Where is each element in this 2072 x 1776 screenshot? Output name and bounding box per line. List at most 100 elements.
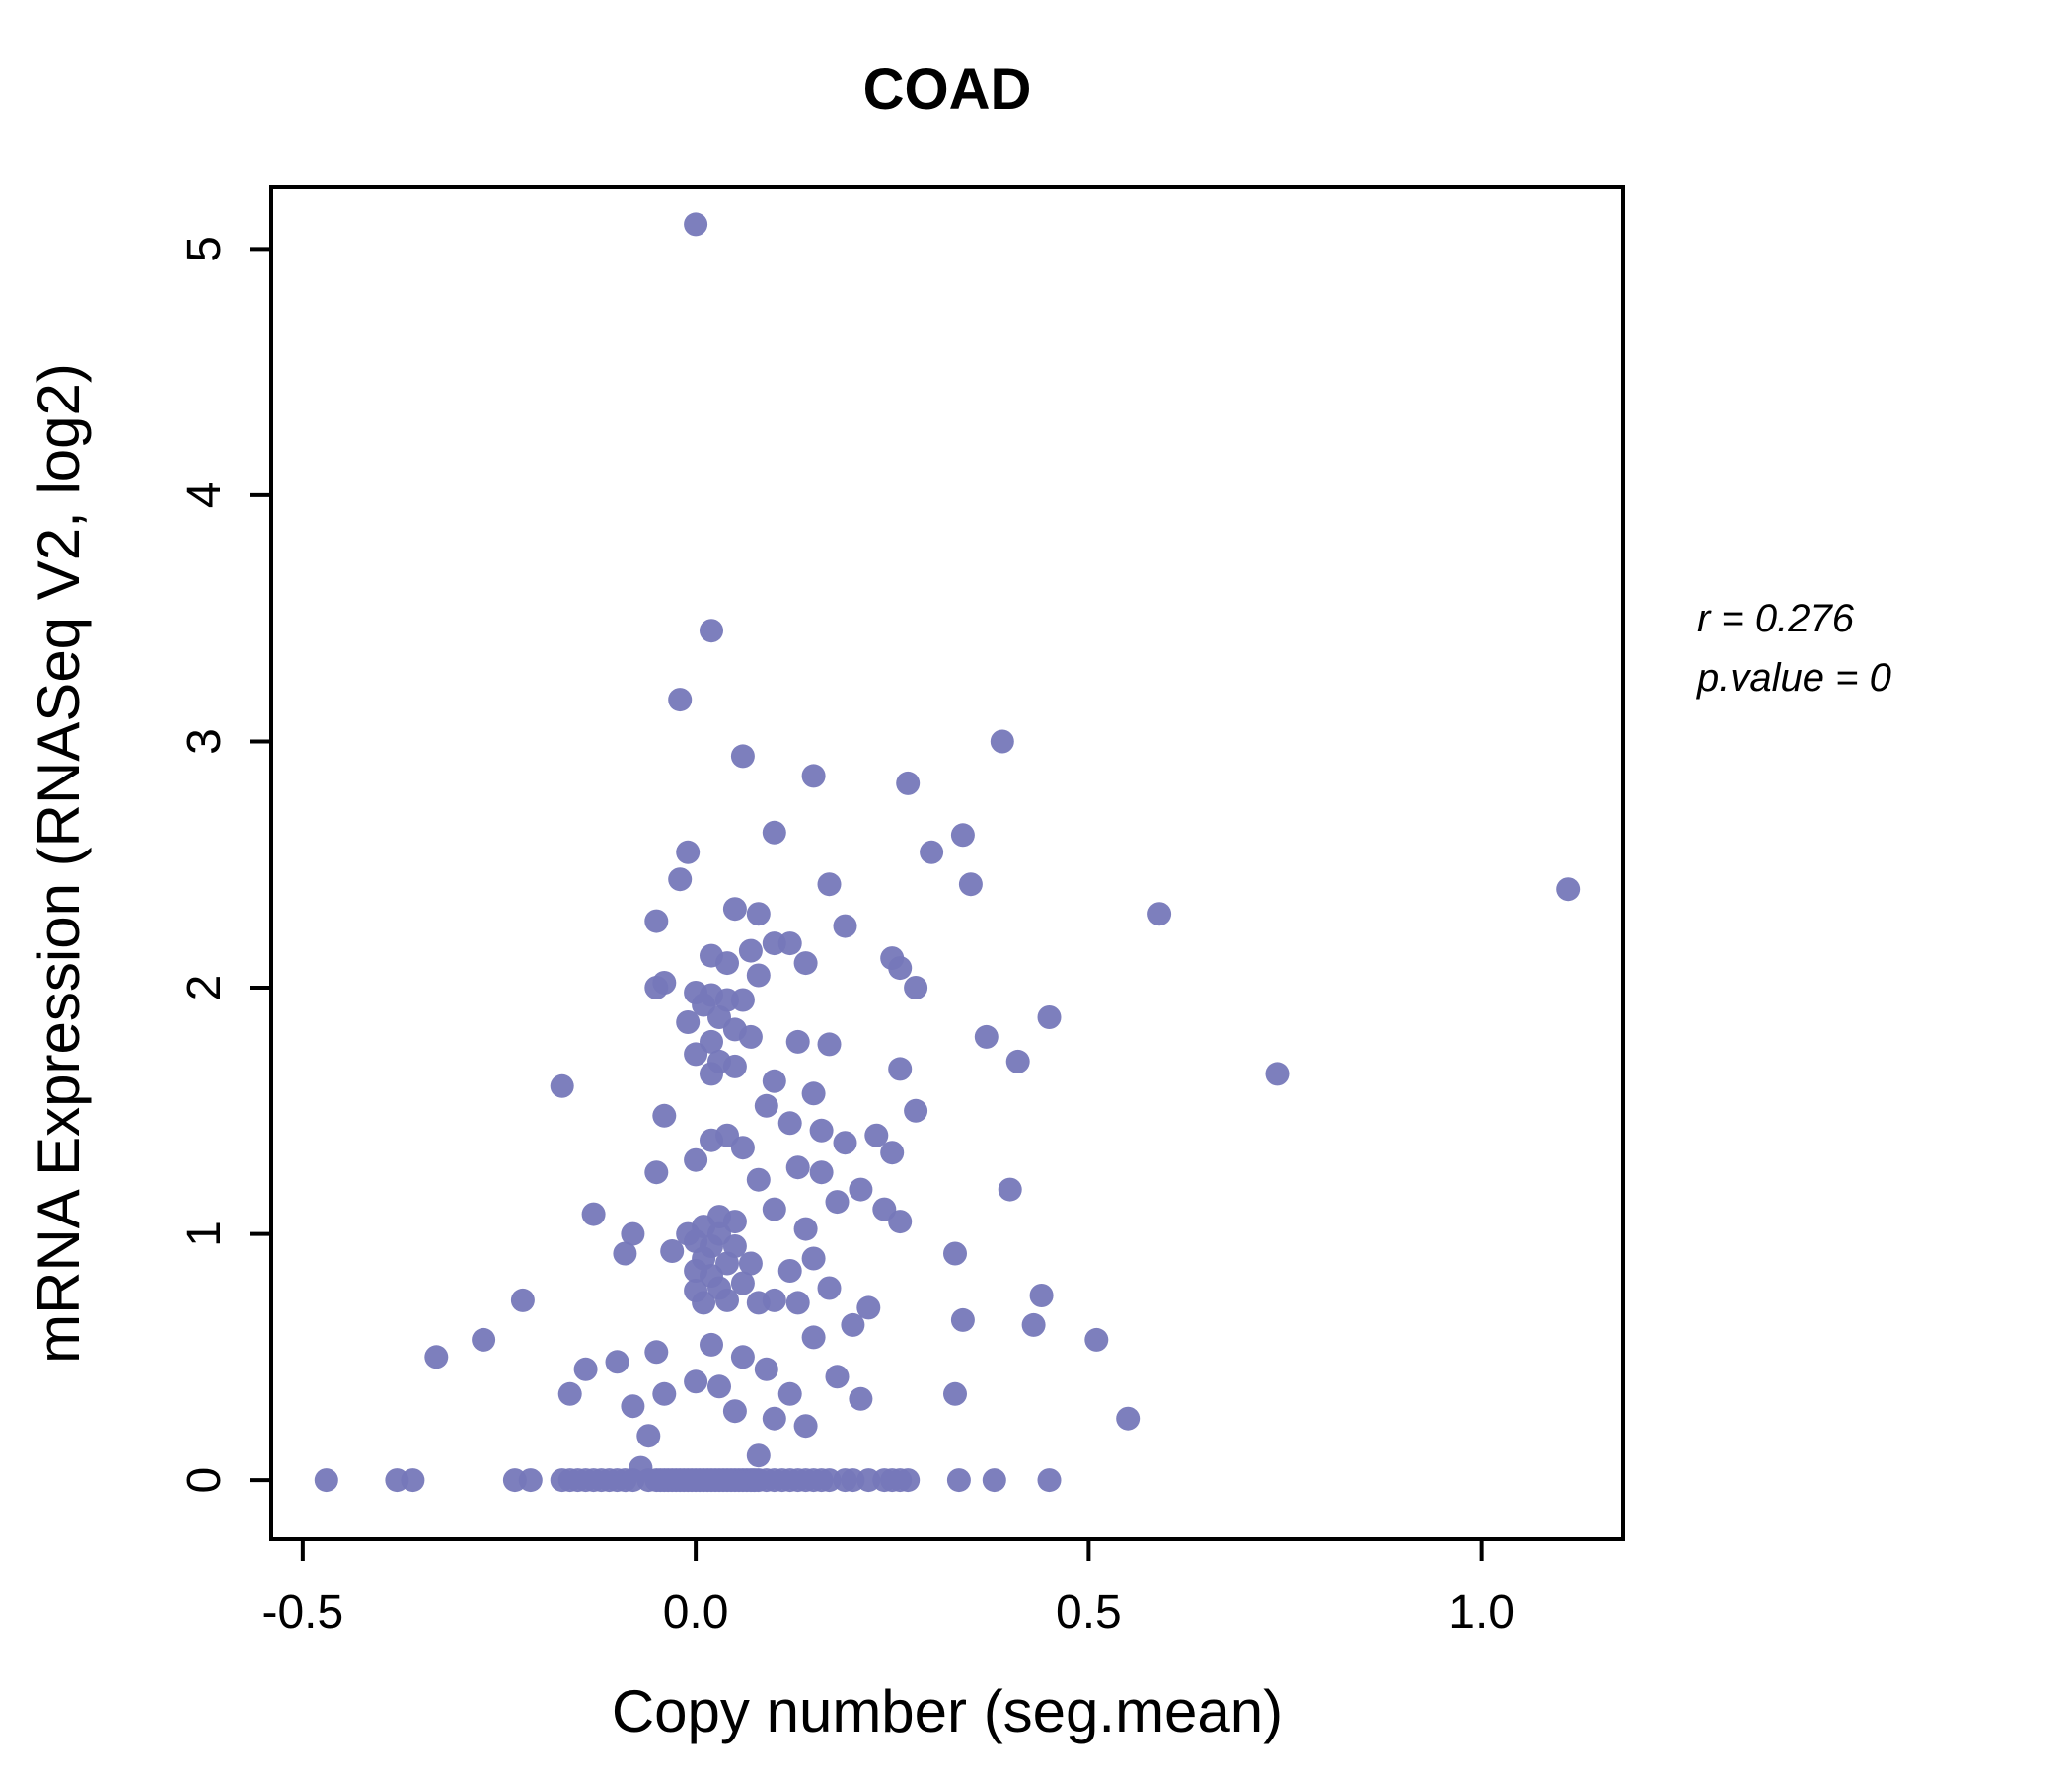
data-point	[809, 1118, 834, 1143]
data-point	[982, 1468, 1006, 1493]
x-tick-label: 0.5	[1056, 1587, 1122, 1639]
data-point	[856, 1295, 881, 1320]
y-axis-label: mRNA Expression (RNASeq V2, log2)	[26, 363, 92, 1364]
data-point	[510, 1288, 535, 1312]
data-point	[738, 1251, 763, 1276]
data-point	[722, 897, 747, 922]
data-point	[801, 1081, 826, 1106]
data-point	[621, 1221, 645, 1246]
data-point	[817, 1032, 842, 1057]
data-point	[974, 1024, 999, 1049]
data-point	[801, 764, 826, 788]
data-point	[676, 1010, 701, 1034]
data-point	[424, 1345, 449, 1369]
data-point	[841, 1312, 865, 1337]
data-point	[849, 1177, 873, 1202]
data-point	[880, 1141, 905, 1165]
data-point	[644, 976, 669, 999]
data-point	[715, 951, 739, 976]
data-point	[754, 1093, 778, 1118]
data-point	[801, 1246, 826, 1271]
data-point	[1021, 1312, 1046, 1337]
data-point	[401, 1468, 425, 1493]
y-axis-ticks: 0 1 2 3 4 5	[179, 236, 271, 1493]
data-point	[730, 988, 755, 1012]
data-point	[762, 1406, 786, 1431]
data-point	[557, 1381, 582, 1406]
data-point	[777, 931, 802, 956]
data-point	[762, 820, 786, 845]
data-point	[943, 1381, 967, 1406]
scatter-points	[314, 212, 1581, 1493]
data-point	[722, 1399, 747, 1424]
data-point	[958, 872, 983, 897]
data-point	[849, 1386, 873, 1411]
data-point	[621, 1394, 645, 1419]
data-point	[1084, 1327, 1109, 1352]
data-point	[785, 1291, 810, 1315]
data-point	[904, 976, 928, 999]
data-point	[801, 1325, 826, 1350]
data-point	[652, 1381, 677, 1406]
data-point	[888, 956, 913, 981]
data-point	[793, 1414, 818, 1439]
data-point	[950, 823, 975, 848]
data-point	[1265, 1062, 1290, 1086]
data-point	[730, 744, 755, 769]
data-point	[809, 1160, 834, 1185]
data-point	[950, 1307, 975, 1332]
data-point	[888, 1210, 913, 1234]
data-point	[684, 1147, 708, 1172]
data-point	[833, 914, 857, 938]
x-tick-label: 1.0	[1448, 1587, 1515, 1639]
y-tick-label: 2	[179, 975, 231, 1001]
data-point	[825, 1190, 850, 1215]
data-point	[700, 1128, 723, 1152]
data-point	[920, 840, 944, 864]
data-point	[1037, 1005, 1062, 1029]
annotation-p-value: p.value = 0	[1696, 656, 1891, 700]
data-point	[684, 1042, 708, 1067]
data-point	[715, 1288, 739, 1312]
data-point	[793, 951, 818, 976]
data-point	[1556, 877, 1581, 902]
data-point	[738, 1024, 763, 1049]
chart-title: COAD	[863, 57, 1032, 121]
data-point	[1029, 1284, 1054, 1307]
data-point	[668, 688, 693, 712]
data-point	[785, 1155, 810, 1180]
data-point	[888, 1057, 913, 1081]
data-point	[1005, 1049, 1030, 1073]
data-point	[946, 1468, 971, 1493]
data-point	[762, 1197, 786, 1221]
data-point	[754, 1357, 778, 1381]
data-point	[314, 1468, 338, 1493]
y-tick-label: 3	[179, 728, 231, 755]
data-point	[730, 1136, 755, 1160]
data-point	[777, 1259, 802, 1283]
data-point	[573, 1357, 598, 1381]
data-point	[998, 1177, 1022, 1202]
data-point	[738, 938, 763, 963]
data-point	[707, 1374, 731, 1399]
data-point	[644, 1340, 669, 1365]
data-point	[730, 1271, 755, 1295]
data-point	[730, 1345, 755, 1369]
data-point	[762, 1069, 786, 1093]
data-point	[943, 1241, 967, 1266]
x-tick-label: -0.5	[262, 1587, 344, 1639]
data-point	[904, 1098, 928, 1123]
data-point	[518, 1468, 543, 1493]
annotation-r-value: r = 0.276	[1697, 597, 1855, 640]
data-point	[825, 1365, 850, 1389]
data-point	[793, 1217, 818, 1241]
data-point	[817, 1276, 842, 1300]
data-point	[746, 902, 771, 926]
y-tick-label: 0	[179, 1467, 231, 1494]
data-point	[746, 1443, 771, 1468]
data-point	[581, 1202, 606, 1226]
data-point	[722, 1054, 747, 1078]
data-point	[692, 1291, 716, 1315]
data-point	[762, 1288, 786, 1312]
